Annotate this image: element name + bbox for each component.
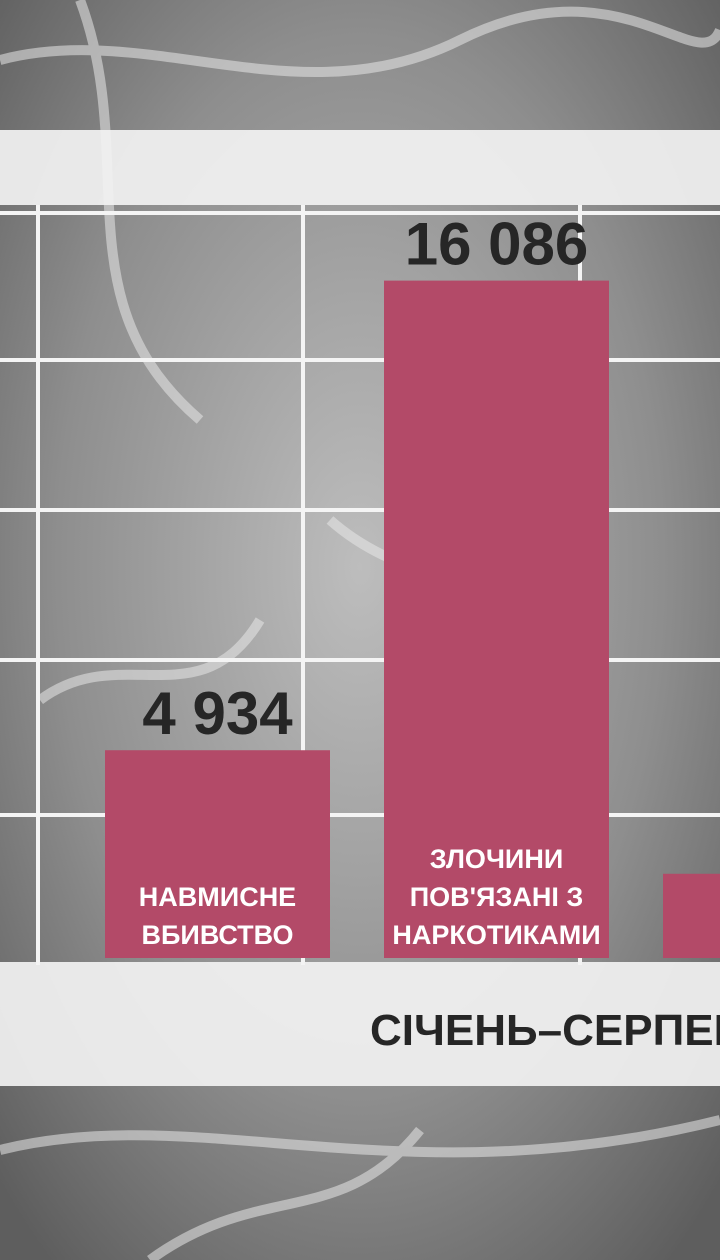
bar — [384, 280, 609, 958]
category-label: ЗЛОЧИНИ — [430, 844, 563, 874]
value-label: 4 934 — [142, 680, 293, 747]
top-band — [0, 130, 720, 205]
value-label: 16 086 — [405, 211, 589, 278]
subtitle: СІЧЕНЬ–СЕРПЕНЬ — [370, 1006, 720, 1055]
bar — [663, 873, 720, 958]
bottom-band — [0, 962, 720, 1086]
category-label: ВБИВСТВО — [142, 920, 294, 950]
category-label: ПОВ'ЯЗАНІ З — [410, 882, 584, 912]
category-label: НАВМИСНЕ — [139, 882, 296, 912]
bar — [105, 750, 330, 958]
category-label: НАРКОТИКАМИ — [392, 920, 600, 950]
